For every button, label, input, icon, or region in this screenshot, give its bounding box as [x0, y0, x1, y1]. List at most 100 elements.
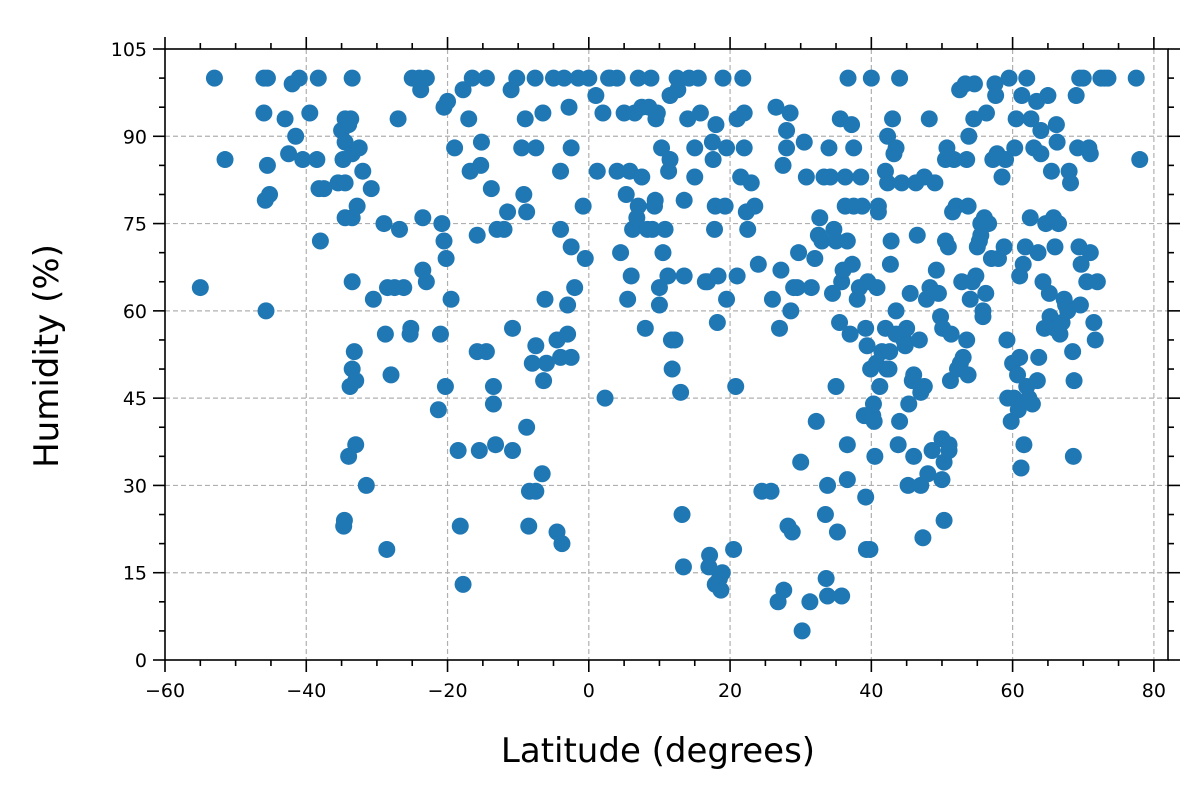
y-tick-label: 45 — [123, 388, 147, 410]
data-point — [343, 273, 361, 291]
data-point — [967, 267, 985, 285]
data-point — [686, 139, 704, 157]
data-point — [587, 87, 605, 105]
data-point — [718, 290, 736, 308]
data-point — [793, 622, 811, 640]
data-point — [437, 249, 455, 267]
data-point — [650, 296, 668, 314]
data-point — [762, 482, 780, 500]
data-point — [995, 238, 1013, 256]
data-point — [686, 168, 704, 186]
data-point — [869, 203, 887, 221]
data-point — [527, 139, 545, 157]
data-point — [515, 185, 533, 203]
data-point — [843, 255, 861, 273]
data-point — [1013, 87, 1031, 105]
data-point — [559, 296, 577, 314]
data-point — [1009, 401, 1027, 419]
data-point — [923, 442, 941, 460]
data-point — [451, 517, 469, 535]
data-point — [382, 366, 400, 384]
data-point — [701, 546, 719, 564]
data-point — [608, 162, 626, 180]
data-point — [1086, 331, 1104, 349]
plot-frame — [164, 48, 1169, 661]
data-point — [576, 249, 594, 267]
data-point — [958, 331, 976, 349]
data-point — [790, 244, 808, 262]
data-point — [340, 447, 358, 465]
data-point — [1032, 145, 1050, 163]
data-point — [865, 412, 883, 430]
data-point — [771, 319, 789, 337]
data-point — [926, 174, 944, 192]
x-tick-label: 40 — [859, 680, 883, 702]
data-point — [945, 151, 963, 169]
data-point — [959, 197, 977, 215]
data-point — [1050, 215, 1068, 233]
data-point — [594, 104, 612, 122]
data-point — [523, 354, 541, 372]
data-point — [896, 337, 914, 355]
data-point — [518, 418, 536, 436]
data-point — [472, 133, 490, 151]
data-point — [1042, 162, 1060, 180]
data-point — [935, 511, 953, 529]
data-point — [714, 69, 732, 87]
data-point — [454, 81, 472, 99]
data-point — [433, 215, 451, 233]
x-tick-label: −20 — [427, 680, 467, 702]
data-point — [559, 325, 577, 343]
data-point — [993, 168, 1011, 186]
data-point — [977, 104, 995, 122]
data-point — [1088, 273, 1106, 291]
data-point — [836, 168, 854, 186]
x-tick-label: 80 — [1142, 680, 1166, 702]
data-point — [656, 220, 674, 238]
data-point — [642, 69, 660, 87]
data-point — [947, 197, 965, 215]
data-point — [1023, 395, 1041, 413]
data-point — [357, 476, 375, 494]
data-point — [653, 139, 671, 157]
data-point — [958, 151, 976, 169]
data-point — [612, 244, 630, 262]
data-point — [905, 366, 923, 384]
data-point — [516, 110, 534, 128]
data-point — [659, 267, 677, 285]
data-point — [853, 197, 871, 215]
data-point — [734, 69, 752, 87]
data-point — [309, 69, 327, 87]
data-point — [596, 389, 614, 407]
data-point — [881, 255, 899, 273]
data-point — [838, 471, 856, 489]
data-point — [294, 151, 312, 169]
x-tick-label: −40 — [286, 680, 326, 702]
data-point — [290, 69, 308, 87]
data-point — [783, 523, 801, 541]
data-point — [998, 331, 1016, 349]
data-point — [725, 540, 743, 558]
data-point — [499, 203, 517, 221]
data-point — [887, 302, 905, 320]
data-point — [362, 180, 380, 198]
y-tick-label: 60 — [123, 301, 147, 323]
data-point — [1065, 372, 1083, 390]
data-point — [843, 116, 861, 134]
data-point — [315, 180, 333, 198]
data-point — [504, 442, 522, 460]
data-point — [533, 465, 551, 483]
data-point — [905, 447, 923, 465]
data-point — [841, 325, 859, 343]
data-point — [280, 145, 298, 163]
data-point — [797, 168, 815, 186]
data-point — [608, 69, 626, 87]
data-point — [431, 325, 449, 343]
data-point — [861, 540, 879, 558]
data-point — [1067, 87, 1085, 105]
tick-labels: −60 −40 −20 0 20 40 60 80 0 15 30 45 60 75 90 105 — [111, 39, 1166, 702]
data-point — [1072, 255, 1090, 273]
data-point — [378, 540, 396, 558]
data-point — [429, 401, 447, 419]
data-point — [1014, 255, 1032, 273]
